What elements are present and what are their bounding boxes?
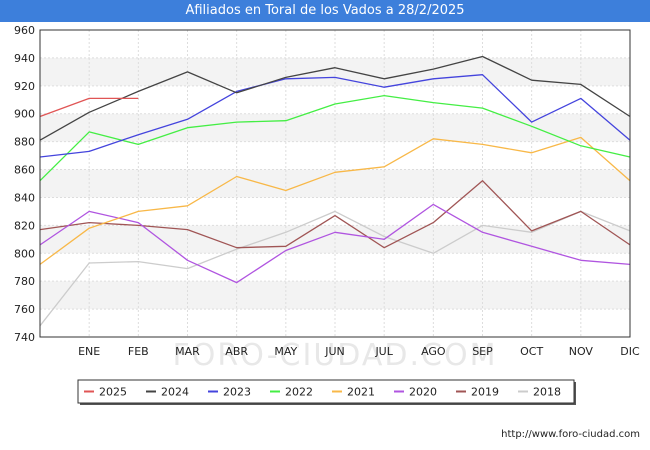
y-tick-label: 780	[14, 275, 35, 288]
x-tick-label: DIC	[620, 345, 640, 358]
series-line-2019	[39, 180, 631, 249]
y-axis-ticks: 740 760 780 800 820 840 860 880 900 920 940 960	[14, 24, 35, 344]
chart-title: Afiliados en Toral de los Vados a 28/2/2…	[0, 0, 650, 22]
x-tick-label: OCT	[520, 345, 543, 358]
x-tick-label: MAY	[274, 345, 297, 358]
series-line-2023	[39, 74, 631, 158]
watermark: FORO-CIUDAD.COM	[173, 338, 498, 373]
y-tick-label: 860	[14, 164, 35, 177]
axes	[39, 29, 631, 338]
legend-label-2020: 2020	[409, 386, 437, 399]
source-url: http://www.foro-ciudad.com	[501, 429, 640, 440]
legend-label-2018: 2018	[533, 386, 561, 399]
y-tick-label: 940	[14, 52, 35, 65]
legend-label-2025: 2025	[99, 386, 127, 399]
legend-label-2019: 2019	[471, 386, 499, 399]
series-lines	[39, 55, 631, 327]
x-tick-label: ENE	[78, 345, 100, 358]
y-tick-label: 880	[14, 136, 35, 149]
x-tick-label: JUN	[324, 345, 345, 358]
y-tick-label: 900	[14, 108, 35, 121]
y-tick-label: 740	[14, 331, 35, 344]
plot-frame	[39, 29, 631, 338]
series-line-2025	[39, 97, 139, 118]
y-tick-label: 800	[14, 247, 35, 260]
y-tick-label: 820	[14, 219, 35, 232]
x-axis-ticks: ENE FEB MAR ABR MAY JUN JUL AGO SEP OCT NOV DIC	[78, 345, 640, 358]
series-line-2024	[39, 55, 631, 141]
series-line-2020	[39, 203, 631, 284]
x-tick-label: AGO	[421, 345, 446, 358]
legend-label-2021: 2021	[347, 386, 375, 399]
x-tick-label: FEB	[128, 345, 149, 358]
legend-label-2022: 2022	[285, 386, 313, 399]
y-tick-label: 760	[14, 303, 35, 316]
y-tick-label: 960	[14, 24, 35, 37]
x-tick-label: MAR	[175, 345, 200, 358]
series-line-2018	[39, 210, 631, 327]
y-tick-label: 840	[14, 191, 35, 204]
x-tick-label: JUL	[374, 345, 393, 358]
y-tick-label: 920	[14, 80, 35, 93]
legend-label-2024: 2024	[161, 386, 189, 399]
series-line-2022	[39, 94, 631, 182]
legend: 2025 2024 2023 2022 2021 2020 2019 2018	[77, 379, 576, 405]
x-tick-label: ABR	[225, 345, 248, 358]
x-tick-label: NOV	[569, 345, 594, 358]
legend-label-2023: 2023	[223, 386, 251, 399]
series-line-2021	[39, 136, 631, 265]
legend-box	[77, 379, 575, 404]
x-tick-label: SEP	[472, 345, 493, 358]
